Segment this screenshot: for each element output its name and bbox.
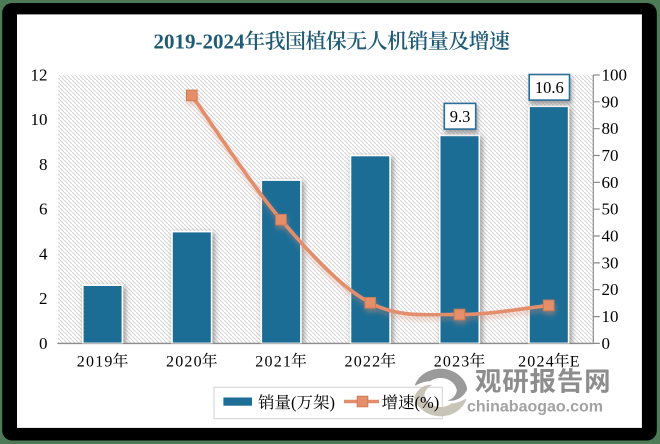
svg-text:2024: 2024 bbox=[518, 353, 554, 370]
svg-text:8: 8 bbox=[39, 155, 48, 174]
svg-text:70: 70 bbox=[602, 146, 619, 165]
svg-text:2019-2024: 2019-2024 bbox=[154, 29, 245, 53]
svg-text:0: 0 bbox=[39, 334, 48, 353]
svg-text:2023: 2023 bbox=[434, 353, 470, 370]
svg-text:50: 50 bbox=[602, 200, 619, 219]
svg-text:E: E bbox=[570, 353, 580, 370]
svg-text:4: 4 bbox=[39, 244, 48, 263]
svg-text:2022: 2022 bbox=[345, 353, 381, 370]
svg-text:10.6: 10.6 bbox=[535, 78, 564, 97]
svg-text:2021: 2021 bbox=[255, 353, 291, 370]
svg-text:30: 30 bbox=[602, 253, 619, 272]
svg-text:chinabaogao.com: chinabaogao.com bbox=[467, 398, 603, 415]
svg-text:12: 12 bbox=[31, 66, 48, 85]
svg-text:2: 2 bbox=[39, 289, 48, 308]
svg-text:10: 10 bbox=[31, 110, 48, 129]
svg-text:6: 6 bbox=[39, 200, 48, 219]
svg-text:2019: 2019 bbox=[77, 353, 113, 370]
svg-text:60: 60 bbox=[602, 173, 619, 192]
svg-text:20: 20 bbox=[602, 280, 619, 299]
svg-text:40: 40 bbox=[602, 227, 619, 246]
svg-text:(%): (%) bbox=[415, 393, 440, 412]
svg-text:100: 100 bbox=[602, 66, 628, 85]
svg-text:9.3: 9.3 bbox=[450, 107, 471, 126]
svg-text:(: ( bbox=[291, 393, 297, 412]
svg-text:90: 90 bbox=[602, 92, 619, 111]
svg-text:0: 0 bbox=[602, 334, 611, 353]
svg-text:10: 10 bbox=[602, 307, 619, 326]
svg-text:80: 80 bbox=[602, 119, 619, 138]
svg-text:2020: 2020 bbox=[166, 353, 202, 370]
svg-text:): ) bbox=[329, 393, 335, 412]
